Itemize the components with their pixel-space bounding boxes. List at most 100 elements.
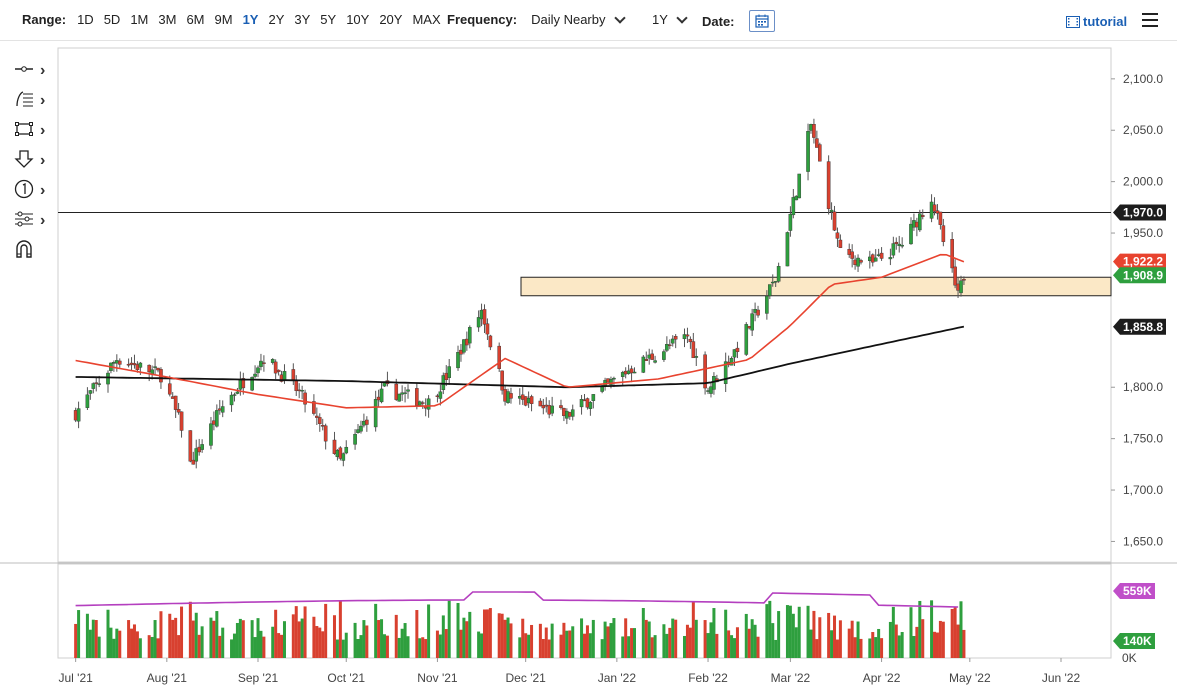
chevron-right-icon[interactable]: › [40,182,46,199]
volume-bar [438,634,442,658]
volume-bar [274,609,278,658]
x-tick-label-2: Sep '21 [238,671,279,685]
period-dropdown[interactable]: 1Y [652,11,688,27]
period-value: 1Y [652,12,668,27]
fibonacci-tool-button[interactable]: › [14,86,54,116]
range-option-20y[interactable]: 20Y [379,12,403,27]
volume-bar [794,627,798,658]
candle-body [900,244,904,247]
volume-bar [715,633,719,658]
volume-bar [641,608,645,658]
price-tag-label: 1,858.8 [1123,320,1163,334]
range-option-3y[interactable]: 3Y [294,12,311,27]
rectangle-tool-button[interactable]: › [14,116,54,146]
candle-body [632,371,637,374]
candle-body [876,254,881,256]
candle-body [626,370,631,374]
range-option-max[interactable]: MAX [412,12,441,27]
number-marker-tool-button[interactable]: › [14,176,54,206]
y-tick-label-4: 1,800.0 [1123,380,1163,394]
volume-bar [921,619,925,658]
chevron-right-icon[interactable]: › [40,152,46,169]
volume-bar [665,633,669,658]
y-tick-label-6: 1,700.0 [1123,483,1163,497]
candle-body [788,213,793,231]
chevron-right-icon[interactable]: › [40,122,46,139]
rectangle-tool-icon [14,121,34,142]
studies-tool-button[interactable]: › [14,206,54,236]
volume-bar [894,624,898,658]
range-option-6m[interactable]: 6M [186,12,205,27]
volume-bar [209,617,213,658]
magnet-button[interactable] [14,236,54,266]
line-tool-button[interactable]: › [14,56,54,86]
candle-body [888,257,893,260]
candle-body [500,370,504,391]
volume-bar [180,606,184,658]
frequency-dropdown[interactable]: Daily Nearby [531,11,626,27]
volume-bar [765,604,769,658]
candle-body [694,356,699,358]
candle-body [465,338,469,346]
candle-body [723,361,728,385]
volume-bar [462,617,466,658]
volume-bar [294,606,298,658]
arrow-down-tool-button[interactable]: › [14,146,54,176]
x-tick-label-0: Jul '21 [58,671,93,685]
volume-bars [74,600,966,658]
volume-bar [565,630,569,658]
range-selector: Range: 1D 5D 1M 3M 6M 9M 1Y 2Y 3Y 5Y 10Y 20Y MAX [22,12,446,27]
candle-body [415,388,419,406]
volume-bar [441,615,445,658]
range-option-9m[interactable]: 9M [214,12,233,27]
volume-bar [750,619,754,658]
volume-bar [406,636,410,658]
line-tool-icon [14,62,34,81]
range-option-2y[interactable]: 2Y [268,12,285,27]
chevron-right-icon[interactable]: › [40,62,46,79]
volume-bar [262,636,266,658]
candle-body [747,326,752,329]
volume-bar [624,618,628,658]
chevron-right-icon[interactable]: › [40,212,46,229]
range-option-1m[interactable]: 1M [130,12,149,27]
range-option-1y[interactable]: 1Y [242,12,259,27]
volume-bar [282,621,286,658]
volume-bar [703,620,707,658]
x-tick-label-6: Jan '22 [598,671,637,685]
candle-body [303,392,307,405]
candle-body [197,446,201,453]
date-picker: Date: [702,10,775,32]
candle-body [232,394,237,396]
volume-bar [897,635,901,658]
candle-body [918,213,922,231]
volume-bar [77,610,81,658]
chevron-right-icon[interactable]: › [40,92,46,109]
price-chart[interactable]: 2,100.0 2,050.0 2,000.0 1,950.0 1,800.0 1,750… [0,40,1177,700]
volume-bar [135,631,139,658]
hamburger-menu-icon[interactable] [1142,13,1158,31]
ma-fast-line [75,253,965,409]
candle-body [847,249,852,255]
volume-bar [712,608,716,658]
candle-body [673,336,678,340]
volume-bar [280,634,284,658]
range-option-3m[interactable]: 3M [158,12,177,27]
volume-bar [856,621,860,658]
calendar-button[interactable] [748,10,775,32]
volume-bar [935,632,939,658]
range-option-5d[interactable]: 5D [103,12,121,27]
number-marker-tool-icon [14,179,34,204]
tutorial-link[interactable]: tutorial [1066,14,1127,29]
volume-bar [685,624,689,658]
volume-bar [362,620,366,658]
tutorial-label: tutorial [1083,14,1128,29]
range-option-1d[interactable]: 1D [77,12,94,27]
volume-bar [147,635,151,658]
range-option-10y[interactable]: 10Y [346,12,370,27]
volume-bar [74,623,78,658]
candle-body [129,362,134,365]
candle-body [956,283,960,291]
candle-body [909,223,913,245]
range-option-5y[interactable]: 5Y [320,12,337,27]
